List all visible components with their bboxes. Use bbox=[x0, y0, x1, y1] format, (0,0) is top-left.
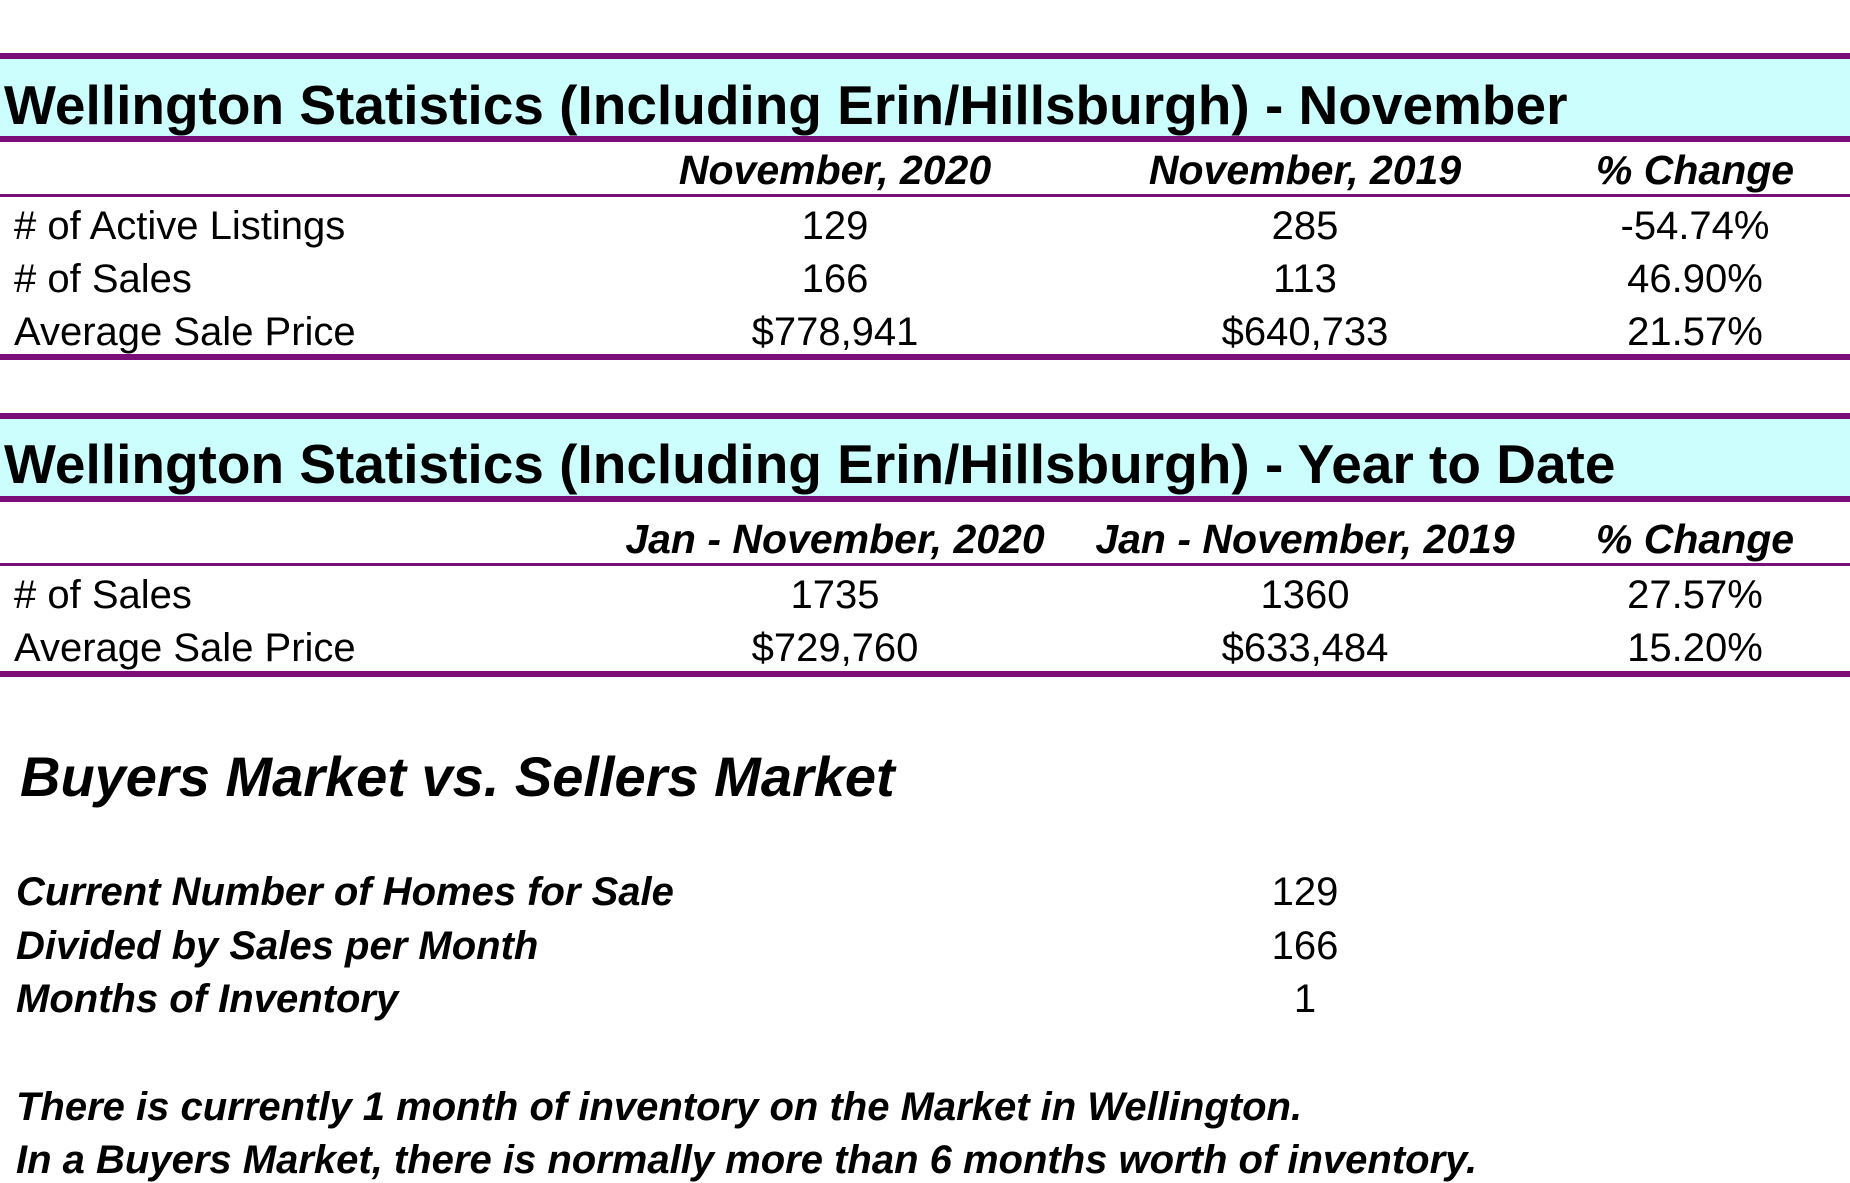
homes-for-sale-value: 129 bbox=[1271, 870, 1339, 914]
ytd-top-rule bbox=[0, 413, 1850, 419]
market-heading: Buyers Market vs. Sellers Market bbox=[20, 745, 895, 808]
sales-per-month-value: 166 bbox=[1271, 924, 1339, 968]
sales-change: 46.90% bbox=[1627, 257, 1763, 301]
monthly-title: Wellington Statistics (Including Erin/Hi… bbox=[4, 74, 1568, 136]
inventory-note: There is currently 1 month of inventory … bbox=[16, 1085, 1303, 1129]
row-label-sales: # of Sales bbox=[14, 257, 192, 301]
active-listings-2020: 129 bbox=[801, 204, 869, 248]
homes-for-sale-label: Current Number of Homes for Sale bbox=[16, 870, 674, 914]
active-listings-change: -54.74% bbox=[1620, 204, 1770, 248]
ytd-row-label-sales: # of Sales bbox=[14, 573, 192, 617]
months-of-inventory-value: 1 bbox=[1293, 977, 1317, 1021]
monthly-title-bottom-rule bbox=[0, 136, 1850, 142]
ytd-col-current: Jan - November, 2020 bbox=[625, 516, 1045, 562]
ytd-row-label-average-price: Average Sale Price bbox=[14, 626, 356, 670]
sales-2019: 113 bbox=[1273, 257, 1337, 301]
monthly-col-previous: November, 2019 bbox=[1148, 147, 1462, 193]
ytd-header-rule bbox=[0, 563, 1850, 566]
monthly-col-change: % Change bbox=[1595, 147, 1795, 193]
ytd-average-price-2019: $633,484 bbox=[1221, 626, 1389, 670]
ytd-title-band bbox=[0, 419, 1850, 497]
ytd-bottom-rule bbox=[0, 671, 1850, 677]
row-label-average-price: Average Sale Price bbox=[14, 310, 356, 354]
monthly-col-current: November, 2020 bbox=[678, 147, 992, 193]
monthly-bottom-rule bbox=[0, 354, 1850, 360]
ytd-average-price-change: 15.20% bbox=[1627, 626, 1763, 670]
monthly-title-band bbox=[0, 59, 1850, 137]
ytd-sales-change: 27.57% bbox=[1627, 573, 1763, 617]
buyers-market-note: In a Buyers Market, there is normally mo… bbox=[16, 1138, 1478, 1182]
monthly-header-rule bbox=[0, 194, 1850, 197]
sales-2020: 166 bbox=[801, 257, 869, 301]
ytd-title: Wellington Statistics (Including Erin/Hi… bbox=[4, 433, 1616, 495]
monthly-top-rule bbox=[0, 53, 1850, 59]
ytd-sales-2020: 1735 bbox=[790, 573, 880, 617]
average-price-change: 21.57% bbox=[1627, 310, 1763, 354]
ytd-title-bottom-rule bbox=[0, 496, 1850, 502]
ytd-col-change: % Change bbox=[1595, 516, 1795, 562]
row-label-active-listings: # of Active Listings bbox=[14, 204, 346, 248]
months-of-inventory-label: Months of Inventory bbox=[16, 977, 399, 1021]
ytd-average-price-2020: $729,760 bbox=[751, 626, 919, 670]
ytd-sales-2019: 1360 bbox=[1260, 573, 1350, 617]
active-listings-2019: 285 bbox=[1271, 204, 1339, 248]
sales-per-month-label: Divided by Sales per Month bbox=[16, 924, 539, 968]
average-price-2020: $778,941 bbox=[751, 310, 919, 354]
average-price-2019: $640,733 bbox=[1221, 310, 1389, 354]
ytd-col-previous: Jan - November, 2019 bbox=[1095, 516, 1515, 562]
